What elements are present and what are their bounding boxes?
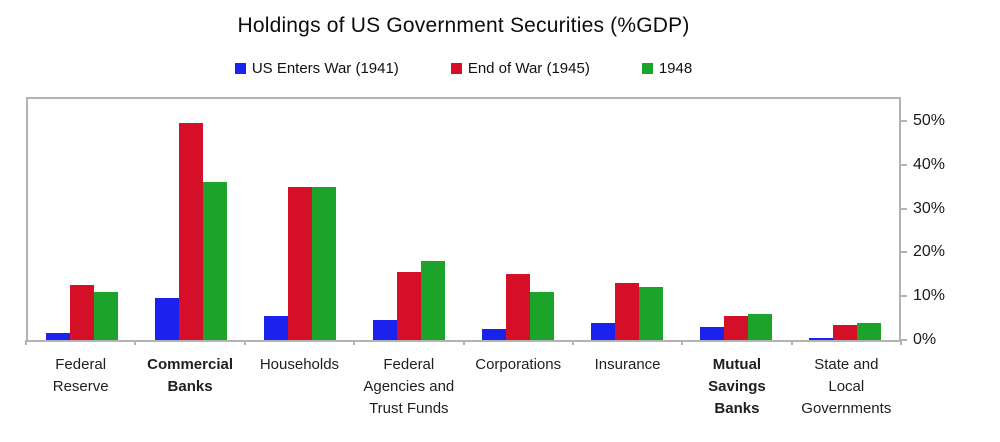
legend-label: 1948 — [658, 60, 693, 77]
y-axis-tick — [901, 339, 907, 341]
bar-series1-cat4 — [373, 320, 398, 340]
bar-series3-cat8 — [856, 322, 881, 340]
x-axis-category-label: Corporations — [475, 356, 562, 373]
x-axis-tick — [243, 340, 246, 345]
x-axis-category-label: Insurance — [594, 356, 661, 373]
bar-group — [464, 99, 573, 340]
bar-series1-cat7 — [699, 326, 724, 340]
legend-item: 1948 — [641, 60, 693, 77]
y-axis-tick — [901, 295, 907, 298]
bar-series1-cat6 — [590, 322, 615, 340]
bar-group — [681, 99, 790, 340]
legend: US Enters War (1941) End of War (1945) 194… — [0, 60, 927, 77]
bar-series1-cat1 — [46, 333, 71, 340]
bar-series3-cat4 — [421, 261, 446, 340]
chart-title: Holdings of US Government Securities (%G… — [237, 14, 690, 37]
bar-series2-cat3 — [288, 186, 313, 340]
bar-group — [355, 99, 464, 340]
y-axis-tick — [901, 119, 907, 122]
bar-series2-cat6 — [614, 283, 639, 340]
x-axis-category-label: Households — [259, 356, 340, 373]
y-axis-labels: 0% 10% 20% 30% 40% 50% — [913, 97, 983, 348]
x-axis-labels: Federal Reserve Commercial Banks Household… — [26, 354, 901, 420]
bar-series3-cat3 — [312, 186, 337, 340]
bar-group — [137, 99, 246, 340]
legend-label: US Enters War (1941) — [251, 60, 399, 77]
bar-group — [790, 99, 899, 340]
bar-series2-cat2 — [179, 123, 204, 340]
bar-series1-cat5 — [481, 329, 506, 340]
bar-series3-cat2 — [203, 182, 228, 340]
bar-group — [246, 99, 355, 340]
bar-series3-cat6 — [638, 287, 663, 340]
x-axis-category-label: Federal Agencies and Trust Funds — [363, 356, 455, 417]
bar-series2-cat5 — [505, 274, 530, 340]
y-axis-tick-label: 10% — [913, 287, 946, 305]
legend-label: End of War (1945) — [467, 60, 590, 77]
x-axis-tick — [462, 340, 465, 345]
x-axis-category-label: Mutual Savings Banks — [708, 356, 766, 417]
y-axis-tick-label: 0% — [913, 331, 937, 348]
y-axis-tick-label: 40% — [913, 155, 946, 173]
bar-series2-cat7 — [723, 315, 748, 340]
legend-item: End of War (1945) — [450, 60, 590, 77]
x-axis-tick — [25, 340, 27, 345]
y-axis-tick-label: 50% — [913, 111, 946, 129]
legend-item: US Enters War (1941) — [234, 60, 399, 77]
bar-series2-cat4 — [397, 272, 422, 340]
y-axis-tick-label: 30% — [913, 199, 946, 217]
legend-swatch-icon — [641, 63, 653, 74]
x-axis-category-label: Commercial Banks — [147, 356, 233, 395]
legend-swatch-icon — [234, 63, 246, 74]
x-axis-tick — [681, 340, 684, 345]
bar-series3-cat5 — [529, 291, 554, 340]
legend-swatch-icon — [450, 63, 462, 74]
y-axis-tick — [901, 207, 907, 210]
bar-series1-cat8 — [808, 337, 833, 340]
bar-series3-cat7 — [747, 313, 772, 340]
x-axis-tick — [571, 340, 574, 345]
y-axis-tick — [901, 251, 907, 254]
bar-group — [28, 99, 137, 340]
x-axis-tick — [134, 340, 137, 345]
bar-series1-cat2 — [155, 298, 180, 340]
bar-series2-cat8 — [832, 324, 857, 340]
plot-area — [26, 97, 901, 342]
bar-series3-cat1 — [94, 291, 119, 340]
x-axis-category-label: State and Local Governments — [801, 356, 892, 417]
bar-group — [572, 99, 681, 340]
y-axis-tick — [901, 163, 907, 166]
x-axis-tick — [790, 340, 793, 345]
x-axis-tick — [900, 340, 902, 345]
bar-series1-cat3 — [264, 315, 289, 340]
y-axis-tick-label: 20% — [913, 243, 946, 261]
x-axis-category-label: Federal Reserve — [52, 356, 109, 395]
x-axis-tick — [353, 340, 356, 345]
bar-series2-cat1 — [70, 285, 95, 340]
